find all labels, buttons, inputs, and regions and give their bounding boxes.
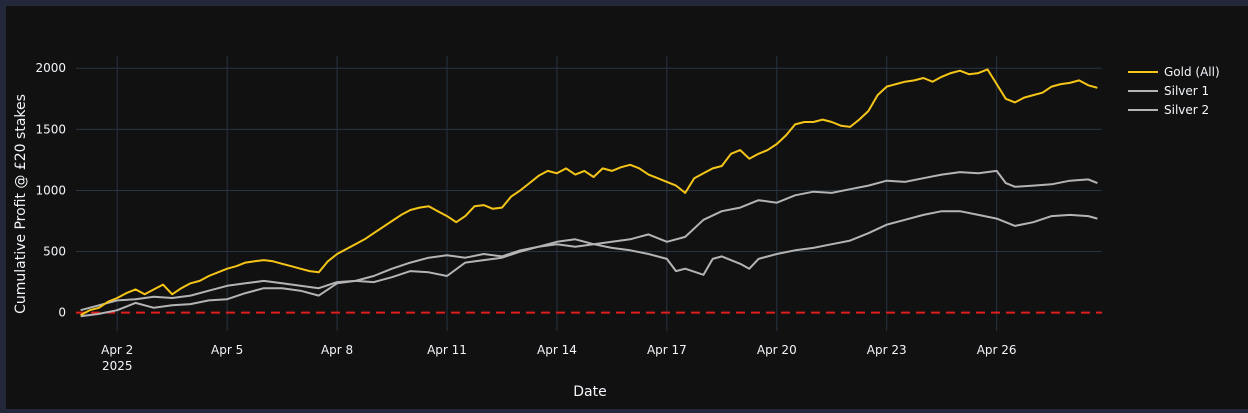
series-group — [80, 68, 1098, 318]
x-tick-label: Apr 2 — [101, 343, 133, 357]
x-tick-sublabel: 2025 — [102, 359, 133, 373]
y-tick-label: 2000 — [35, 61, 66, 75]
y-axis-ticks: 0 500 1000 1500 2000 — [35, 61, 66, 319]
x-tick-label: Apr 5 — [211, 343, 243, 357]
x-tick-label: Apr 14 — [537, 343, 577, 357]
x-tick-label: Apr 23 — [867, 343, 907, 357]
x-tick-label: Apr 11 — [427, 343, 467, 357]
legend-label-silver-2: Silver 2 — [1164, 103, 1209, 117]
x-tick-label: Apr 8 — [321, 343, 353, 357]
series-line-silver-2 — [80, 210, 1098, 318]
y-tick-label: 0 — [58, 306, 66, 320]
legend: Gold (All) Silver 1 Silver 2 — [1128, 65, 1220, 117]
legend-label-silver-1: Silver 1 — [1164, 84, 1209, 98]
x-tick-label: Apr 20 — [757, 343, 797, 357]
x-tick-label: Apr 17 — [647, 343, 687, 357]
x-tick-label: Apr 26 — [977, 343, 1017, 357]
legend-label-gold-all: Gold (All) — [1164, 65, 1220, 79]
y-tick-label: 1500 — [35, 122, 66, 136]
y-axis-label: Cumulative Profit @ £20 stakes — [13, 94, 29, 314]
chart-frame: 0 500 1000 1500 2000 Apr 2 2025 Apr 5 Apr 8 Apr … — [6, 6, 1248, 409]
x-axis-ticks: Apr 2 2025 Apr 5 Apr 8 Apr 11 Apr 14 Apr 17 Apr… — [101, 343, 1016, 373]
y-tick-label: 1000 — [35, 183, 66, 197]
grid — [76, 56, 1102, 331]
series-line-gold-all — [80, 68, 1098, 316]
series-line-silver-1 — [80, 169, 1098, 312]
y-tick-label: 500 — [43, 245, 66, 259]
x-axis-label: Date — [573, 384, 606, 400]
